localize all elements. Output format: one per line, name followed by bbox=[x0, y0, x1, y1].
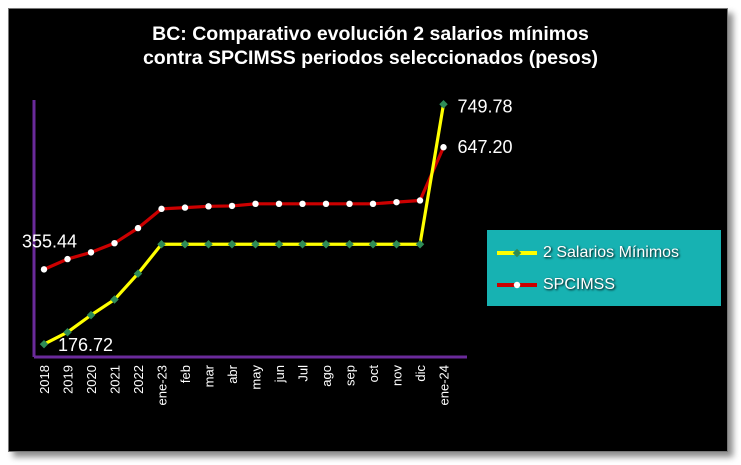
marker-spcimss-0 bbox=[40, 266, 48, 273]
marker-salarios-11 bbox=[298, 240, 307, 249]
marker-spcimss-4 bbox=[134, 224, 142, 232]
marker-salarios-12 bbox=[321, 240, 331, 249]
legend-item-salarios: 2 Salarios Mínimos bbox=[495, 238, 679, 268]
data-label-1: 176.72 bbox=[58, 335, 113, 355]
data-label-2: 749.78 bbox=[458, 96, 513, 116]
legend-label-salarios: 2 Salarios Mínimos bbox=[543, 244, 680, 261]
x-tick-label-17: ene-24 bbox=[437, 365, 452, 405]
series-lines bbox=[43, 104, 446, 346]
data-label-3: 647.20 bbox=[458, 137, 513, 157]
marker-spcimss-14 bbox=[369, 200, 377, 208]
x-tick-label-15: nov bbox=[390, 365, 405, 386]
marker-salarios-14 bbox=[368, 240, 378, 249]
x-tick-label-1: 2019 bbox=[61, 365, 76, 394]
marker-spcimss-6 bbox=[181, 204, 189, 211]
marker-spcimss-7 bbox=[205, 203, 212, 210]
marker-salarios-5 bbox=[157, 240, 166, 249]
marker-spcimss-17 bbox=[440, 144, 447, 151]
marker-salarios-4 bbox=[133, 269, 143, 278]
chart-title: BC: Comparativo evolución 2 salarios mín… bbox=[0, 22, 741, 70]
marker-salarios-2 bbox=[86, 310, 96, 320]
marker-salarios-7 bbox=[204, 240, 213, 249]
marker-salarios-10 bbox=[274, 240, 284, 249]
series-line-1 bbox=[43, 146, 445, 271]
marker-spcimss-5 bbox=[158, 205, 165, 213]
x-tick-label-11: Jul bbox=[296, 365, 311, 382]
legend-item-spcimss: SPCIMSS bbox=[495, 270, 615, 300]
x-tick-label-12: ago bbox=[319, 365, 334, 387]
x-tick-label-5: ene-23 bbox=[155, 365, 170, 405]
marker-spcimss-3 bbox=[111, 239, 118, 247]
x-tick-label-8: abr bbox=[225, 364, 240, 383]
marker-spcimss-15 bbox=[393, 198, 400, 206]
marker-spcimss-11 bbox=[299, 200, 306, 208]
x-tick-label-16: dic bbox=[413, 365, 428, 382]
series-line-0 bbox=[43, 104, 446, 346]
x-tick-label-4: 2022 bbox=[131, 365, 146, 394]
x-tick-label-13: sep bbox=[343, 365, 358, 386]
marker-salarios-15 bbox=[392, 240, 401, 249]
legend-swatch-salarios bbox=[497, 248, 537, 258]
marker-salarios-8 bbox=[227, 240, 237, 249]
marker-salarios-13 bbox=[345, 240, 354, 249]
chart-title-line-1: BC: Comparativo evolución 2 salarios mín… bbox=[152, 23, 589, 45]
x-tick-label-2: 2020 bbox=[84, 365, 99, 394]
marker-salarios-3 bbox=[110, 295, 119, 304]
x-tick-labels: 2018 2019 2020 2021 2022 ene-23 feb mar abr may ju… bbox=[37, 364, 452, 405]
x-tick-label-6: feb bbox=[178, 365, 193, 383]
x-tick-label-10: jun bbox=[272, 365, 287, 383]
marker-salarios-6 bbox=[180, 240, 190, 249]
x-tick-label-0: 2018 bbox=[37, 365, 52, 394]
marker-spcimss-8 bbox=[228, 202, 236, 210]
legend-swatch-spcimss bbox=[497, 281, 537, 289]
marker-spcimss-10 bbox=[275, 200, 283, 208]
marker-spcimss-1 bbox=[64, 255, 71, 263]
chart-title-line-2: contra SPCIMSS periodos seleccionados (p… bbox=[142, 47, 599, 69]
marker-salarios-0 bbox=[39, 339, 49, 349]
marker-spcimss-12 bbox=[322, 200, 330, 208]
marker-salarios-16 bbox=[415, 240, 425, 249]
marker-spcimss-2 bbox=[87, 249, 95, 256]
series-markers bbox=[39, 100, 448, 349]
marker-salarios-1 bbox=[63, 327, 72, 337]
x-tick-label-14: oct bbox=[366, 365, 381, 383]
legend-label-spcimss: SPCIMSS bbox=[543, 276, 616, 293]
marker-salarios-17 bbox=[439, 100, 448, 109]
data-label-0: 355.44 bbox=[22, 231, 77, 251]
data-labels: 355.44 176.72 749.78 647.20 bbox=[22, 96, 513, 355]
x-tick-label-3: 2021 bbox=[108, 365, 123, 394]
axes bbox=[32, 100, 467, 359]
legend: 2 Salarios Mínimos SPCIMSS bbox=[487, 230, 721, 306]
marker-salarios-9 bbox=[251, 240, 260, 249]
x-tick-label-9: may bbox=[249, 365, 264, 390]
marker-spcimss-16 bbox=[416, 197, 424, 204]
marker-spcimss-9 bbox=[252, 200, 259, 208]
marker-spcimss-13 bbox=[346, 200, 353, 208]
x-tick-label-7: mar bbox=[202, 364, 217, 387]
